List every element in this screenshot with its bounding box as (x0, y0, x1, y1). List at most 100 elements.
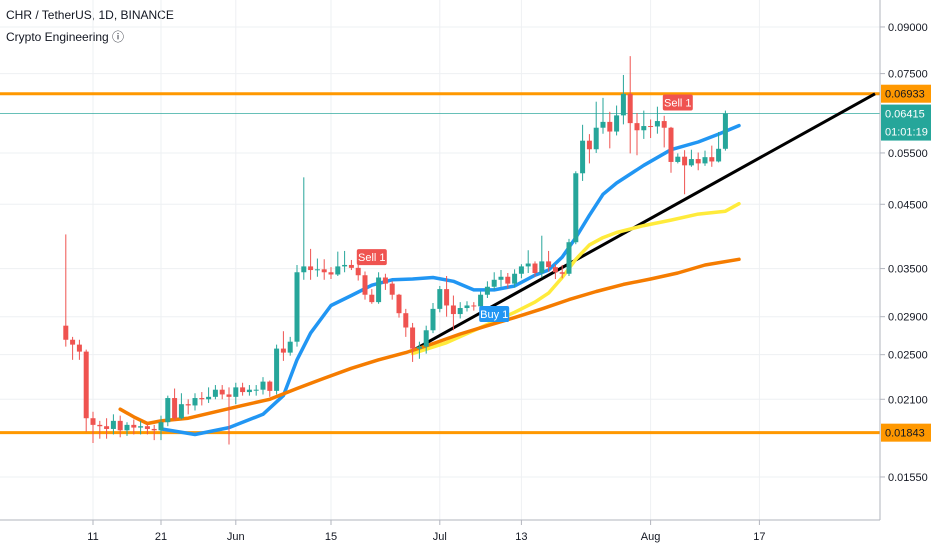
candle-body (634, 123, 640, 131)
y-tick-label: 0.03500 (888, 264, 928, 276)
candle-body (144, 426, 150, 429)
level-label-bg (881, 423, 931, 442)
header-symbol: CHR / TetherUS, 1D, BINANCE (6, 8, 174, 22)
candle-body (403, 313, 409, 328)
candle-body (355, 267, 361, 276)
candle-body (335, 266, 341, 275)
candle-body (450, 305, 456, 315)
candle-body (620, 93, 626, 116)
candle-body (76, 344, 82, 352)
y-tick-label: 0.02500 (888, 350, 928, 362)
y-tick-label: 0.07500 (888, 69, 928, 81)
candle-body (267, 381, 273, 391)
y-tick-label: 0.01550 (888, 472, 928, 484)
candle-body (532, 263, 538, 274)
y-tick-label: 0.02900 (888, 312, 928, 324)
candle-body (546, 261, 552, 268)
candle-body (437, 289, 443, 309)
candle-body (83, 351, 89, 419)
y-tick-label: 0.09000 (888, 22, 928, 34)
candle-body (321, 269, 327, 273)
level-label: 0.01843 (885, 428, 925, 440)
candle-body (253, 389, 259, 391)
countdown-label: 01:01:19 (885, 127, 928, 139)
candle-body (416, 346, 422, 349)
signal-sell-label: Sell 1 (358, 252, 386, 264)
candle-body (518, 266, 524, 274)
price-axis: 0.09000 0.07500 0.05500 0.04500 0.03500 0.029… (879, 0, 931, 520)
candle-body (131, 424, 137, 428)
candle-body (593, 127, 599, 150)
x-tick-label: Aug (641, 531, 661, 543)
time-axis: 11 21 Jun 15 Jul 13 Aug 17 (0, 519, 880, 543)
candle-body (484, 286, 490, 295)
candle-body (716, 148, 722, 162)
candle-body (600, 121, 606, 128)
candle-body (648, 126, 654, 128)
candle-body (138, 426, 144, 428)
candles (63, 56, 728, 445)
candle-body (301, 266, 307, 273)
candle-body (614, 115, 620, 132)
last-price-label: 0.06415 (885, 109, 925, 121)
candle-body (294, 272, 300, 342)
candle-body (158, 422, 164, 431)
candle-body (185, 404, 191, 406)
candle-body (308, 266, 314, 271)
candle-body (668, 127, 674, 162)
candle-body (172, 398, 178, 419)
candle-body (246, 389, 252, 393)
candle-body (478, 294, 484, 307)
candle-body (464, 305, 470, 309)
candle-body (192, 398, 198, 406)
moving-averages (118, 92, 876, 437)
candle-body (280, 348, 286, 353)
candle-body (382, 277, 388, 284)
signal-sell-bg (662, 94, 693, 111)
candle-body (178, 404, 184, 419)
candle-body (389, 283, 395, 295)
candle-body (566, 242, 572, 274)
candle-body (110, 420, 116, 429)
signal-sell-label: Sell 1 (664, 97, 692, 109)
candle-body (491, 279, 497, 287)
last-price-label-bg (881, 104, 931, 141)
candle-body (274, 348, 280, 391)
candle-body (709, 157, 715, 162)
candle-body (97, 424, 103, 427)
candle-body (539, 261, 545, 274)
candle-body (369, 294, 375, 303)
candle-body (70, 339, 76, 345)
candle-body (199, 398, 205, 400)
x-tick-label: Jun (227, 531, 245, 543)
candle-body (423, 330, 429, 347)
candle-body (682, 156, 688, 166)
horizontal-levels (0, 92, 880, 435)
x-tick-label: 21 (155, 531, 167, 543)
ma-line-3 (118, 257, 741, 426)
candle-body (362, 275, 368, 295)
candle-body (104, 426, 110, 429)
candle-body (498, 276, 504, 280)
candle-body (654, 121, 660, 127)
candle-body (212, 389, 218, 397)
candle-body (573, 173, 579, 243)
candle-body (627, 93, 633, 124)
candle-body (559, 272, 565, 274)
candle-body (233, 387, 239, 397)
y-tick-label: 0.05500 (888, 148, 928, 160)
candle-body (688, 159, 694, 166)
candle-body (90, 418, 96, 425)
candle-body (586, 140, 592, 150)
candle-body (260, 381, 266, 390)
candle-body (206, 396, 212, 400)
candle-body (457, 308, 463, 315)
candle-body (328, 272, 334, 275)
candle-body (410, 327, 416, 349)
candle-body (512, 273, 518, 284)
x-tick-label: 15 (325, 531, 337, 543)
candle-body (287, 341, 293, 353)
candle-body (117, 420, 123, 431)
candle-body (376, 277, 382, 303)
